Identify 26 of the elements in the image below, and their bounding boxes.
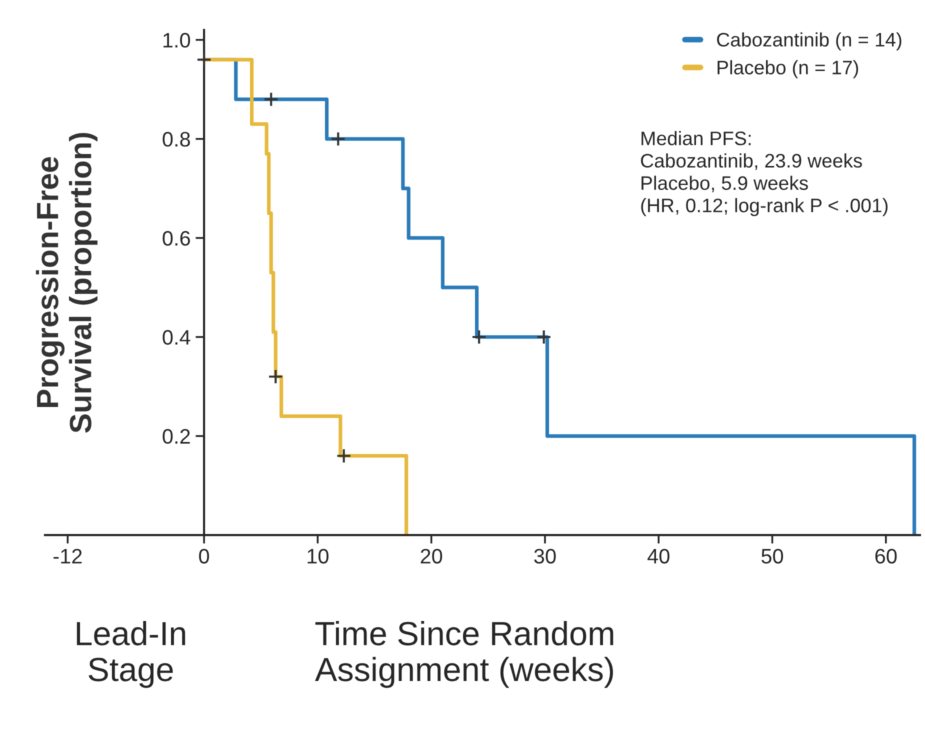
point <box>268 368 284 384</box>
point <box>196 52 212 68</box>
x-tick-label: 50 <box>762 548 784 564</box>
y-axis-title: Progression-Free Survival (proportion) <box>36 132 98 433</box>
x-tick-label: 30 <box>534 548 556 564</box>
y-tick-label: 0.2 <box>162 429 190 444</box>
x-tick-label: 20 <box>420 548 442 564</box>
x-tick-label: 60 <box>875 548 897 564</box>
y-tick-label: 0.8 <box>162 132 190 147</box>
x-tick-label: 0 <box>199 548 210 564</box>
point <box>263 92 279 107</box>
legend-label: Placebo (n = 17) <box>718 60 858 78</box>
point <box>330 131 346 147</box>
x-tick-label: 40 <box>648 548 670 564</box>
point <box>336 448 352 464</box>
y-tick-label: 0.6 <box>162 230 190 246</box>
y-tick-label: 0.4 <box>162 330 190 345</box>
x-tick-label: -12 <box>54 548 82 564</box>
y-tick-label: 1.0 <box>163 32 190 48</box>
legend-label: Cabozantinib (n = 14) <box>717 32 902 50</box>
point <box>471 329 487 345</box>
text: Lead-In Stage <box>76 620 186 688</box>
annotation: Median PFS: Cabozantinib, 23.9 weeks Placebo, 5.9 weeks (HR, 0.12; log-rank P < .001) <box>640 130 888 216</box>
x-axis-title: Time Since Random Assignment (weeks) <box>315 620 614 688</box>
x-tick-label: 10 <box>308 548 328 564</box>
point <box>536 329 552 345</box>
